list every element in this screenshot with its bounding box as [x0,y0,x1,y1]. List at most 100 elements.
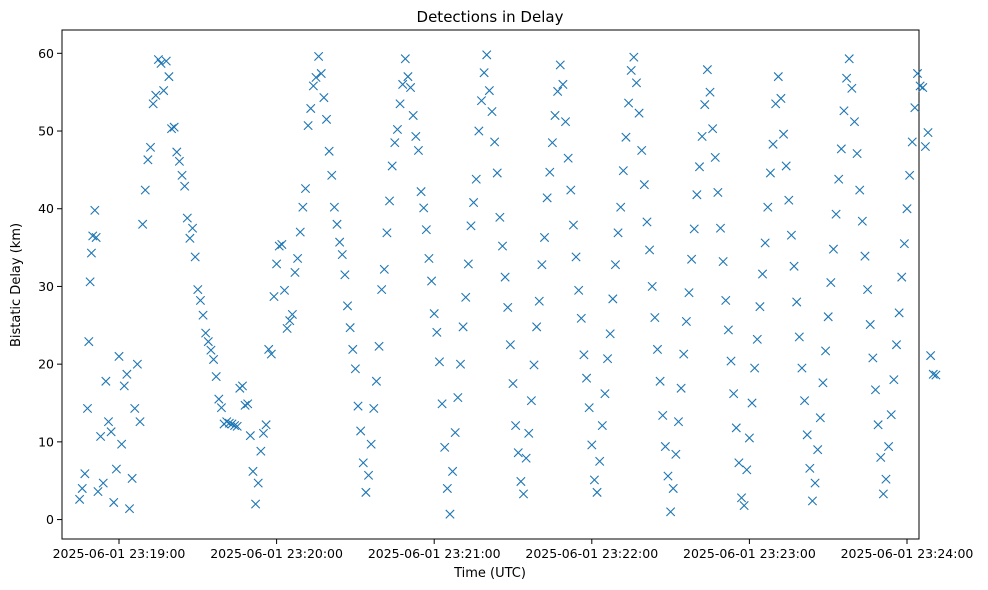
data-point [757,269,768,279]
data-point [537,260,547,270]
data-point [476,96,487,106]
data-point [521,453,531,463]
data-point [826,277,836,288]
data-point [865,319,875,330]
data-point [508,378,518,389]
data-point [211,371,221,382]
data-point [889,375,899,385]
data-point [237,381,248,391]
data-point [626,65,636,75]
data-point [484,86,494,96]
data-point [723,325,733,335]
data-point [647,281,657,292]
data-point [873,420,883,430]
data-point [708,124,718,134]
data-point [445,509,455,519]
data-point [405,82,416,93]
data-point [75,494,85,504]
data-point [600,389,610,399]
data-point [784,195,794,205]
data-point [878,489,888,499]
data-point [679,349,689,359]
data-point [902,204,912,214]
data-point [303,120,313,131]
data-point [668,483,678,494]
data-point [261,420,271,430]
data-point [214,394,224,404]
data-point [884,441,894,452]
data-point [232,421,242,431]
data-point [314,51,324,62]
marker-group [75,50,941,519]
data-point [899,239,909,249]
data-point [773,72,783,82]
x-axis-label: Time (UTC) [453,566,526,581]
x-axis: 2025-06-01 23:19:00 2025-06-01 23:20:00 20… [53,539,973,561]
data-point [834,174,844,184]
data-point [642,217,652,227]
data-point [447,466,458,476]
data-point [311,72,321,82]
data-point [348,344,358,354]
data-point [227,419,237,429]
data-point [663,471,673,481]
data-point [248,466,258,476]
data-point [350,364,360,374]
data-point [190,252,200,262]
data-point [122,369,132,379]
data-point [505,340,515,350]
data-point [256,446,266,456]
data-point [792,297,802,307]
data-point [450,427,460,438]
data-point [926,351,936,361]
data-point [287,309,297,320]
data-point [849,117,860,127]
data-point [369,403,379,414]
data-point [702,65,712,75]
data-point [408,110,418,121]
data-point [282,323,292,333]
data-point [216,403,227,413]
data-point [198,310,208,320]
data-point [421,225,431,235]
data-point [93,487,103,497]
data-point [151,90,161,100]
data-point [495,212,505,222]
data-point [860,251,870,261]
data-point [597,420,607,431]
data-point [545,167,555,177]
data-point [193,284,203,295]
data-point [96,431,106,442]
data-point [101,376,111,386]
data-point [353,401,363,411]
data-point [542,193,552,203]
data-point [88,231,98,241]
data-point [327,170,337,180]
data-point [185,233,195,243]
data-point [555,60,565,70]
data-point [400,54,410,64]
data-point [910,103,920,113]
data-point [300,183,311,194]
data-point [419,203,429,213]
data-point [503,302,513,313]
data-point [847,83,857,93]
data-point [518,489,529,499]
data-point [881,474,891,484]
data-point [876,452,886,462]
data-point [511,420,521,431]
data-point [608,294,618,304]
data-point [553,86,563,96]
data-point [135,417,145,427]
data-point [734,458,744,468]
data-point [742,465,752,475]
data-point [437,399,447,409]
data-point [687,254,697,264]
data-point [576,313,586,323]
data-point [201,328,211,338]
data-point [293,253,303,264]
data-point [705,87,715,97]
data-point [77,483,87,494]
data-point [581,373,592,383]
data-point [295,227,305,237]
